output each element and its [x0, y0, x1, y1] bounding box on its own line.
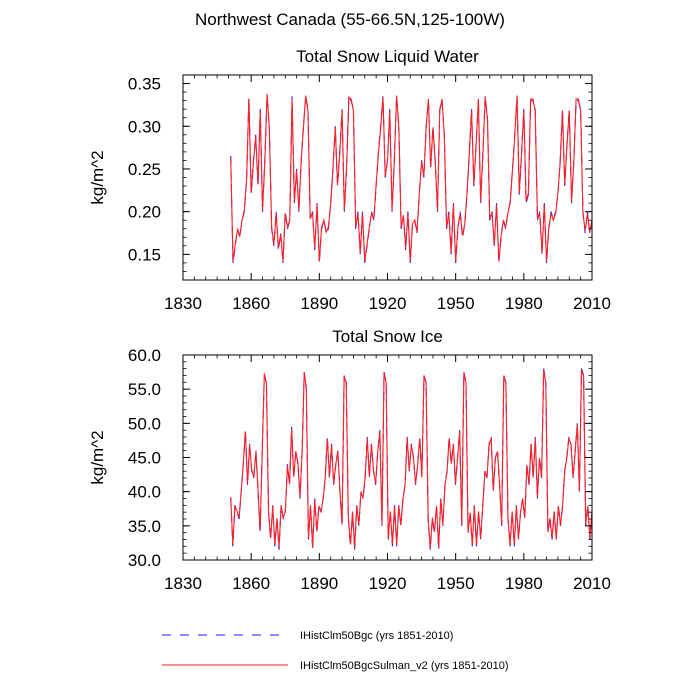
- y-tick-label: 40.0: [128, 483, 161, 502]
- y-tick-label: 30.0: [128, 551, 161, 570]
- y-axis-label: kg/m^2: [88, 150, 107, 204]
- x-tick-label: 1830: [164, 574, 202, 593]
- y-tick-label: 0.30: [128, 117, 161, 136]
- legend-label-sulman: IHistClm50BgcSulman_v2 (yrs 1851-2010): [300, 660, 508, 672]
- x-tick-label: 1890: [300, 294, 338, 313]
- x-tick-label: 1920: [369, 294, 407, 313]
- panel-snow-ice: Total Snow Ice kg/m^2 1830 1860 1890 1920 1950…: [88, 327, 611, 593]
- x-tick-label: 2010: [573, 294, 611, 313]
- x-tick-label: 1860: [232, 294, 270, 313]
- y-axis-label: kg/m^2: [88, 430, 107, 484]
- x-tick-label: 1980: [505, 294, 543, 313]
- x-tick-label: 1950: [437, 574, 475, 593]
- x-tick-label: 1830: [164, 294, 202, 313]
- y-tick-label: 60.0: [128, 346, 161, 365]
- figure-suptitle: Northwest Canada (55-66.5N,125-100W): [195, 10, 505, 29]
- y-tick-label: 55.0: [128, 380, 161, 399]
- panel-title: Total Snow Liquid Water: [296, 47, 479, 66]
- series-line-bgc: [230, 368, 592, 550]
- y-tick-label: 0.15: [128, 245, 161, 264]
- x-tick-label: 1860: [232, 574, 270, 593]
- y-tick-label: 35.0: [128, 517, 161, 536]
- y-tick-label: 0.20: [128, 203, 161, 222]
- x-tick-label: 1980: [505, 574, 543, 593]
- panel-snow-liquid-water: Total Snow Liquid Water kg/m^2 1830 1860 189…: [88, 47, 611, 313]
- x-tick-label: 1950: [437, 294, 475, 313]
- legend: IHistClm50Bgc (yrs 1851-2010) IHistClm50B…: [162, 630, 508, 672]
- panel-title: Total Snow Ice: [332, 327, 443, 346]
- x-tick-label: 1890: [300, 574, 338, 593]
- y-tick-label: 45.0: [128, 449, 161, 468]
- series-line-sulman: [230, 93, 592, 262]
- y-tick-label: 0.35: [128, 75, 161, 94]
- y-tick-label: 50.0: [128, 414, 161, 433]
- legend-label-bgc: IHistClm50Bgc (yrs 1851-2010): [300, 630, 453, 642]
- y-tick-label: 0.25: [128, 160, 161, 179]
- x-tick-label: 2010: [573, 574, 611, 593]
- x-tick-label: 1920: [369, 574, 407, 593]
- series-line-sulman: [230, 369, 592, 548]
